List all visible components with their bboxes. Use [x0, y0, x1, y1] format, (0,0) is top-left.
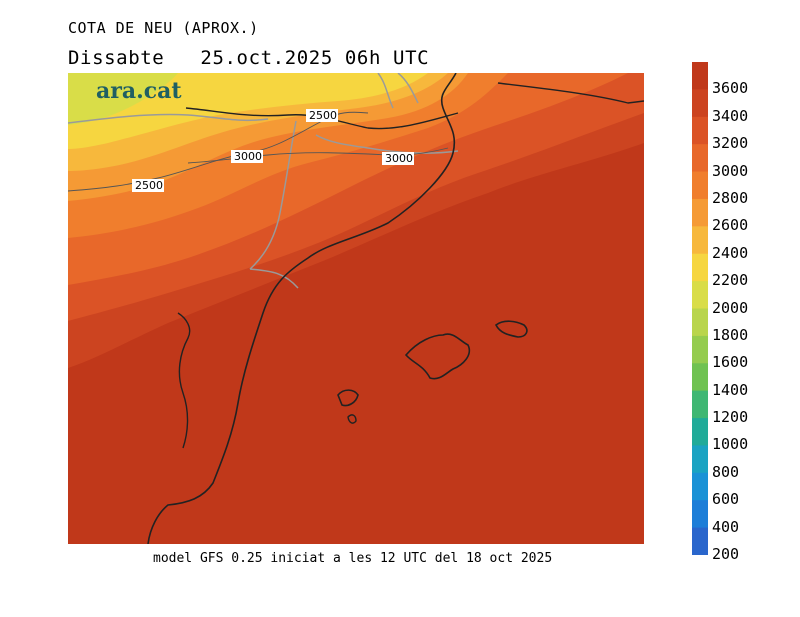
- colorbar-segment: [692, 144, 708, 173]
- colorbar-tick-label: 1000: [712, 435, 749, 454]
- colorbar-segment: [692, 445, 708, 474]
- colorbar-segment: [692, 500, 708, 529]
- colorbar-segment: [692, 281, 708, 309]
- border-lines: [68, 73, 459, 289]
- colorbar-tick-label: 3600: [712, 79, 749, 98]
- colorbar-segment: [692, 472, 708, 501]
- colorbar-tick-label: 2400: [712, 243, 749, 262]
- colorbar-segment: [692, 198, 708, 227]
- colorbar: [692, 62, 708, 555]
- band-2200: [68, 73, 428, 149]
- colorbar-tick-label: 400: [712, 517, 740, 536]
- colorbar-tick-label: 600: [712, 490, 740, 509]
- colorbar-tick-label: 3000: [712, 161, 749, 180]
- colorbar-tick-label: 2600: [712, 216, 749, 235]
- colorbar-tick-label: 3400: [712, 106, 749, 125]
- contour-label-2500-west: 2500: [135, 179, 163, 192]
- footer-model-info: model GFS 0.25 iniciat a les 12 UTC del …: [153, 551, 553, 566]
- colorbar-segment: [692, 116, 708, 145]
- colorbar-tick-label: 200: [712, 545, 740, 563]
- colorbar-segment: [692, 89, 708, 118]
- contour-label-3000-east: 3000: [385, 152, 413, 165]
- colorbar-segment: [692, 308, 708, 337]
- colorbar-segment: [692, 335, 708, 364]
- island-eivissa: [337, 389, 359, 407]
- coastline: [147, 73, 457, 544]
- colorbar-tick-label: 1400: [712, 380, 749, 399]
- colorbar-tick-label: 2800: [712, 188, 749, 207]
- colorbar-tick-label: 800: [712, 462, 740, 481]
- colorbar-tick-label: 1800: [712, 325, 749, 344]
- coastline-west: [177, 312, 191, 449]
- contour-labels: 2500 3000 3000 2500: [132, 109, 414, 192]
- island-mallorca: [404, 333, 471, 380]
- colorbar-segment: [692, 418, 708, 446]
- snow-level-map: 2500 3000 3000 2500: [68, 73, 644, 544]
- colorbar-tick-label: 3200: [712, 134, 749, 153]
- contour-label-3000-west: 3000: [234, 150, 262, 163]
- island-formentera: [347, 414, 357, 424]
- brand-logo: ara.cat: [96, 78, 182, 104]
- map-subtitle: Dissabte 25.oct.2025 06h UTC: [68, 47, 430, 69]
- colorbar-segment: [692, 390, 708, 419]
- map-title: COTA DE NEU (APROX.): [68, 19, 259, 37]
- colorbar-tick-label: 2000: [712, 298, 749, 317]
- colorbar-tick-label: 1200: [712, 408, 749, 427]
- colorbar-tick-label: 2200: [712, 271, 749, 290]
- island-menorca: [494, 320, 528, 338]
- colorbar-segment: [692, 363, 708, 392]
- colorbar-segment: [692, 226, 708, 255]
- colorbar-segment: [692, 171, 708, 200]
- colorbar-tick-label: 1600: [712, 353, 749, 372]
- colorbar-segment: [692, 62, 708, 90]
- contour-label-2500-north: 2500: [309, 109, 337, 122]
- colorbar-segment: [692, 253, 708, 282]
- band-2000: [68, 73, 178, 125]
- colorbar-segment: [692, 527, 708, 555]
